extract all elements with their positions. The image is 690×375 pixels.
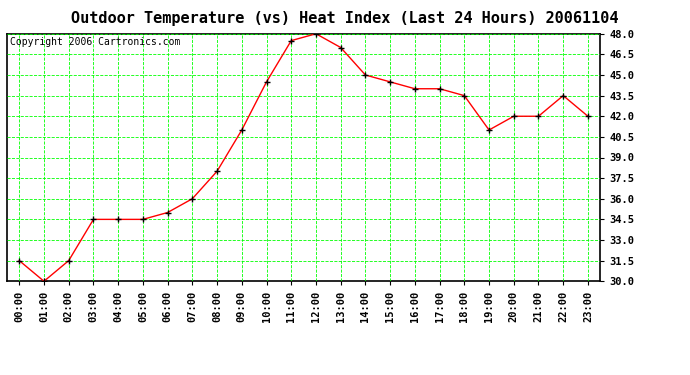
- Text: Copyright 2006 Cartronics.com: Copyright 2006 Cartronics.com: [10, 38, 180, 48]
- Text: Outdoor Temperature (vs) Heat Index (Last 24 Hours) 20061104: Outdoor Temperature (vs) Heat Index (Las…: [71, 11, 619, 26]
